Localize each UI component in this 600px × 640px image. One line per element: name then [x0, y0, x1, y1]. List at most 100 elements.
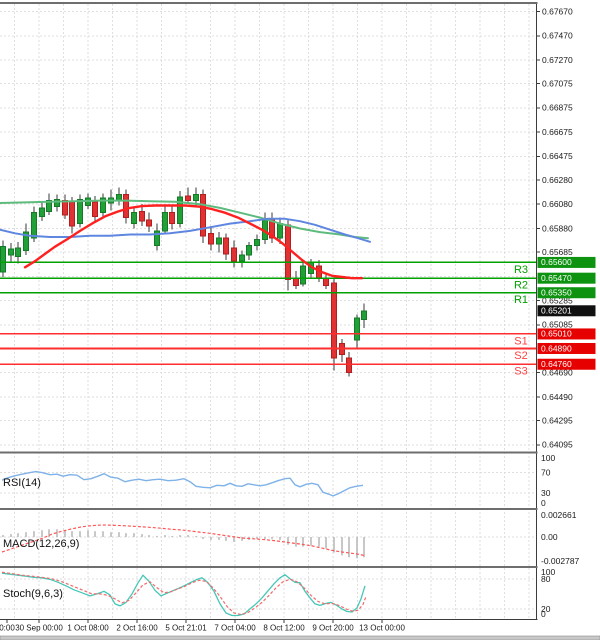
macd-histogram-bar — [295, 537, 297, 547]
ma-green-line — [0, 199, 369, 240]
macd-histogram-bar — [210, 537, 212, 540]
price-axis[interactable] — [537, 4, 600, 619]
stoch-d-line — [1, 571, 367, 616]
candle-up — [15, 247, 21, 257]
price-tick-label: 0.66280 — [542, 175, 573, 185]
pivot-levels-layer: R3 R2 R1 S1 S2 S3 — [0, 261, 537, 378]
candle-up — [8, 248, 14, 256]
time-tick-label: 0:00 — [0, 624, 15, 633]
bottom-strip — [0, 635, 600, 640]
candle-up — [23, 231, 29, 251]
macd-histogram-bar — [41, 530, 43, 537]
stoch-label: Stoch(9,6,3) — [3, 588, 63, 600]
pivot-label-R3: R3 — [514, 264, 528, 276]
macd-histogram-bar — [302, 537, 304, 547]
rsi-scale-label: 70 — [541, 468, 551, 478]
price-tick-label: 0.67075 — [542, 78, 573, 88]
time-tick-label: 8 Oct 12:00 — [263, 624, 305, 633]
candle-down — [146, 219, 152, 227]
candle-up — [361, 310, 367, 320]
macd-scale-label: 0.002661 — [541, 510, 577, 520]
current-price-badge — [537, 305, 596, 317]
pivot-label-R2: R2 — [514, 280, 528, 292]
macd-histogram-bar — [25, 532, 27, 537]
macd-histogram-bar — [64, 530, 66, 537]
time-axis[interactable] — [0, 620, 536, 635]
candle-up — [54, 198, 60, 208]
macd-histogram-bar — [71, 531, 73, 537]
macd-histogram-bar — [102, 531, 104, 537]
price-badge-label: 0.65470 — [541, 273, 572, 283]
price-tick-label: 0.66475 — [542, 151, 573, 161]
candle-up — [154, 230, 160, 246]
macd-scale-label: 0.00 — [541, 532, 558, 542]
macd-histogram-bar — [341, 537, 343, 556]
macd-histogram-bar — [310, 537, 312, 546]
macd-histogram-bar — [56, 529, 58, 537]
level-price-badge — [537, 328, 596, 340]
time-tick-label: 2 Oct 16:00 — [116, 624, 158, 633]
macd-label: MACD(12,26,9) — [3, 538, 79, 550]
time-tick-label: 7 Oct 04:00 — [214, 624, 256, 633]
macd-histogram-bar — [333, 537, 335, 553]
macd-histogram-bar — [179, 535, 181, 537]
macd-panel-area[interactable] — [0, 510, 536, 567]
stoch-scale-label: 0 — [541, 609, 546, 619]
macd-histogram-bar — [171, 536, 173, 538]
macd-histogram-bar — [348, 537, 350, 558]
indicator-panels-layer: 100703000.0026610.00-0.00278710080200 — [0, 453, 580, 619]
candle-down — [346, 357, 352, 374]
stoch-scale-label: 100 — [541, 567, 555, 577]
price-badge-label: 0.65010 — [541, 329, 572, 339]
macd-histogram-bar — [325, 537, 327, 549]
ma-blue-line — [0, 217, 371, 243]
price-tick-label: 0.66080 — [542, 199, 573, 209]
macd-histogram-bar — [118, 532, 120, 537]
grid-layer — [0, 4, 537, 619]
stoch-scale-label: 80 — [541, 574, 551, 584]
macd-histogram-bar — [87, 530, 89, 537]
rsi-scale-label: 30 — [541, 488, 551, 498]
rsi-label: RSI(14) — [3, 477, 41, 489]
level-price-badge — [537, 272, 596, 284]
macd-histogram-bar — [363, 537, 365, 558]
pivot-label-S1: S1 — [514, 335, 527, 347]
pivot-label-S2: S2 — [514, 350, 527, 362]
candle-up — [131, 212, 137, 225]
macd-histogram-bar — [356, 537, 358, 559]
macd-histogram-bar — [279, 537, 281, 540]
candle-up — [162, 212, 168, 232]
time-tick-label: 30 Sep 00:00 — [15, 624, 63, 633]
macd-histogram-bar — [271, 537, 273, 539]
stoch-panel-area[interactable] — [0, 568, 536, 619]
moving-averages-layer — [0, 199, 371, 280]
chart-plot-area[interactable] — [0, 4, 536, 452]
price-tick-label: 0.67470 — [542, 31, 573, 41]
time-tick-label: 5 Oct 21:01 — [165, 624, 207, 633]
price-tick-label: 0.65880 — [542, 223, 573, 233]
macd-histogram-bar — [141, 534, 143, 537]
candle-up — [216, 237, 222, 245]
candle-up — [46, 200, 52, 213]
price-badge-label: 0.65600 — [541, 257, 572, 267]
ma-red-line — [23, 204, 364, 280]
macd-histogram-bar — [94, 531, 96, 537]
macd-histogram-bar — [148, 535, 150, 537]
macd-histogram-bar — [187, 535, 189, 537]
candle-down — [92, 201, 98, 217]
rsi-line — [1, 470, 364, 497]
macd-histogram-bar — [287, 537, 289, 545]
price-badge-label: 0.64760 — [541, 359, 572, 369]
candle-down — [231, 247, 237, 262]
candle-up — [354, 317, 360, 341]
candle-up — [177, 196, 183, 225]
macd-histogram-bar — [195, 536, 197, 538]
price-tick-label: 0.64295 — [542, 415, 573, 425]
rsi-scale-label: 0 — [541, 498, 546, 508]
macd-histogram-bar — [156, 536, 158, 538]
time-tick-label: 13 Oct 00:00 — [359, 624, 405, 633]
candle-up — [39, 207, 45, 217]
rsi-panel-area[interactable] — [0, 453, 536, 508]
